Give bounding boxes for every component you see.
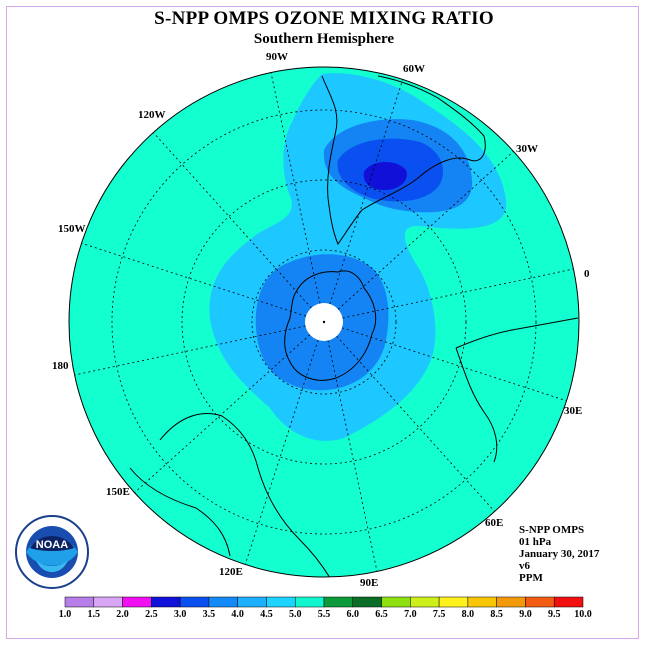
colorbar-swatch <box>266 596 296 608</box>
colorbar-tick-label: 8.0 <box>461 609 475 620</box>
meridian-line <box>329 79 404 305</box>
colorbar-tick-label: 9.0 <box>519 609 532 620</box>
map-boundary <box>68 66 580 578</box>
colorbar-tick-label: 2.5 <box>145 609 158 620</box>
lon-label-120w: 120W <box>138 109 166 121</box>
lon-label-150w: 150W <box>58 223 86 235</box>
lon-label-60e: 60E <box>485 517 504 529</box>
page-subtitle: Southern Hemisphere <box>253 31 395 47</box>
south-america-coastline <box>321 75 486 245</box>
lon-label-180: 180 <box>52 360 69 372</box>
info-instrument: S-NPP OMPS <box>519 524 585 536</box>
lon-label-30e: 30E <box>564 405 583 417</box>
colorbar-swatch <box>381 596 411 608</box>
colorbar-tick-label: 7.0 <box>404 609 417 620</box>
colorbar-tick-label: 10.0 <box>574 609 592 620</box>
ozone-contour-2-5-core <box>363 161 407 190</box>
lon-label-90w: 90W <box>266 51 288 63</box>
colorbar-tick-label: 8.5 <box>490 609 503 620</box>
colorbar-swatch <box>93 596 123 608</box>
lon-label-30w: 30W <box>516 143 538 155</box>
colorbar-swatch <box>352 596 382 608</box>
colorbar-swatch <box>294 596 325 608</box>
colorbar-tick-label: 4.5 <box>260 609 273 620</box>
meridian-line <box>327 340 378 572</box>
colorbar-swatch <box>467 596 497 608</box>
meridian-line <box>341 327 567 402</box>
south-pole-marker <box>322 320 326 324</box>
antarctica-coastline <box>284 270 377 381</box>
colorbar <box>64 596 584 608</box>
meridian-line <box>74 325 306 376</box>
meridian-line <box>270 72 321 304</box>
figure-frame <box>6 6 639 639</box>
colorbar-tick-label: 3.5 <box>202 609 216 620</box>
lon-label-120e: 120E <box>219 566 243 578</box>
colorbar-tick-label: 6.5 <box>375 609 388 620</box>
colorbar-tick-label: 5.5 <box>317 609 331 620</box>
colorbar-swatch <box>323 596 354 608</box>
colorbar-swatch <box>151 596 181 608</box>
meridian-line <box>337 151 514 310</box>
lon-label-60w: 60W <box>403 63 425 75</box>
colorbar-swatch <box>208 596 238 608</box>
colorbar-swatch <box>438 596 469 608</box>
colorbar-swatch <box>553 596 584 608</box>
colorbar-tick-label: 5.0 <box>288 609 302 620</box>
longitude-meridians <box>74 72 574 572</box>
colorbar-swatch <box>525 596 555 608</box>
meridian-line <box>81 242 307 317</box>
info-version: v6 <box>519 560 530 572</box>
info-units: PPM <box>519 572 543 584</box>
meridian-line <box>134 334 311 493</box>
colorbar-tick-label: 2.0 <box>116 609 129 620</box>
colorbar-swatch <box>122 596 152 608</box>
page-title: S-NPP OMPS OZONE MIXING RATIO <box>154 8 494 29</box>
colorbar-swatch <box>496 596 526 608</box>
latitude-circles <box>111 109 537 535</box>
colorbar-swatch <box>64 596 95 608</box>
colorbar-tick-label: 1.0 <box>58 609 72 620</box>
colorbar-tick-label: 9.5 <box>547 609 561 620</box>
meridian-line <box>244 339 319 565</box>
colorbar-tick-label: 6.0 <box>346 609 360 620</box>
lon-label-0: 0 <box>584 268 590 280</box>
meridian-line <box>153 132 312 309</box>
meridian-line <box>336 335 495 512</box>
colorbar-tick-label: 1.5 <box>87 609 101 620</box>
noaa-logo-text: NOAA <box>36 539 68 551</box>
noaa-logo: NOAA <box>15 515 89 589</box>
lon-label-90e: 90E <box>360 577 379 589</box>
africa-coastline <box>455 317 579 463</box>
colorbar-swatch <box>237 596 267 608</box>
colorbar-tick-label: 4.0 <box>231 609 244 620</box>
colorbar-swatch <box>179 596 210 608</box>
lon-label-150e: 150E <box>106 486 130 498</box>
colorbar-swatch <box>410 596 440 608</box>
info-level: 01 hPa <box>519 536 552 548</box>
colorbar-tick-label: 3.0 <box>173 609 187 620</box>
colorbar-tick-label: 7.5 <box>432 609 446 620</box>
meridian-line <box>342 268 574 319</box>
info-date: January 30, 2017 <box>519 548 600 560</box>
